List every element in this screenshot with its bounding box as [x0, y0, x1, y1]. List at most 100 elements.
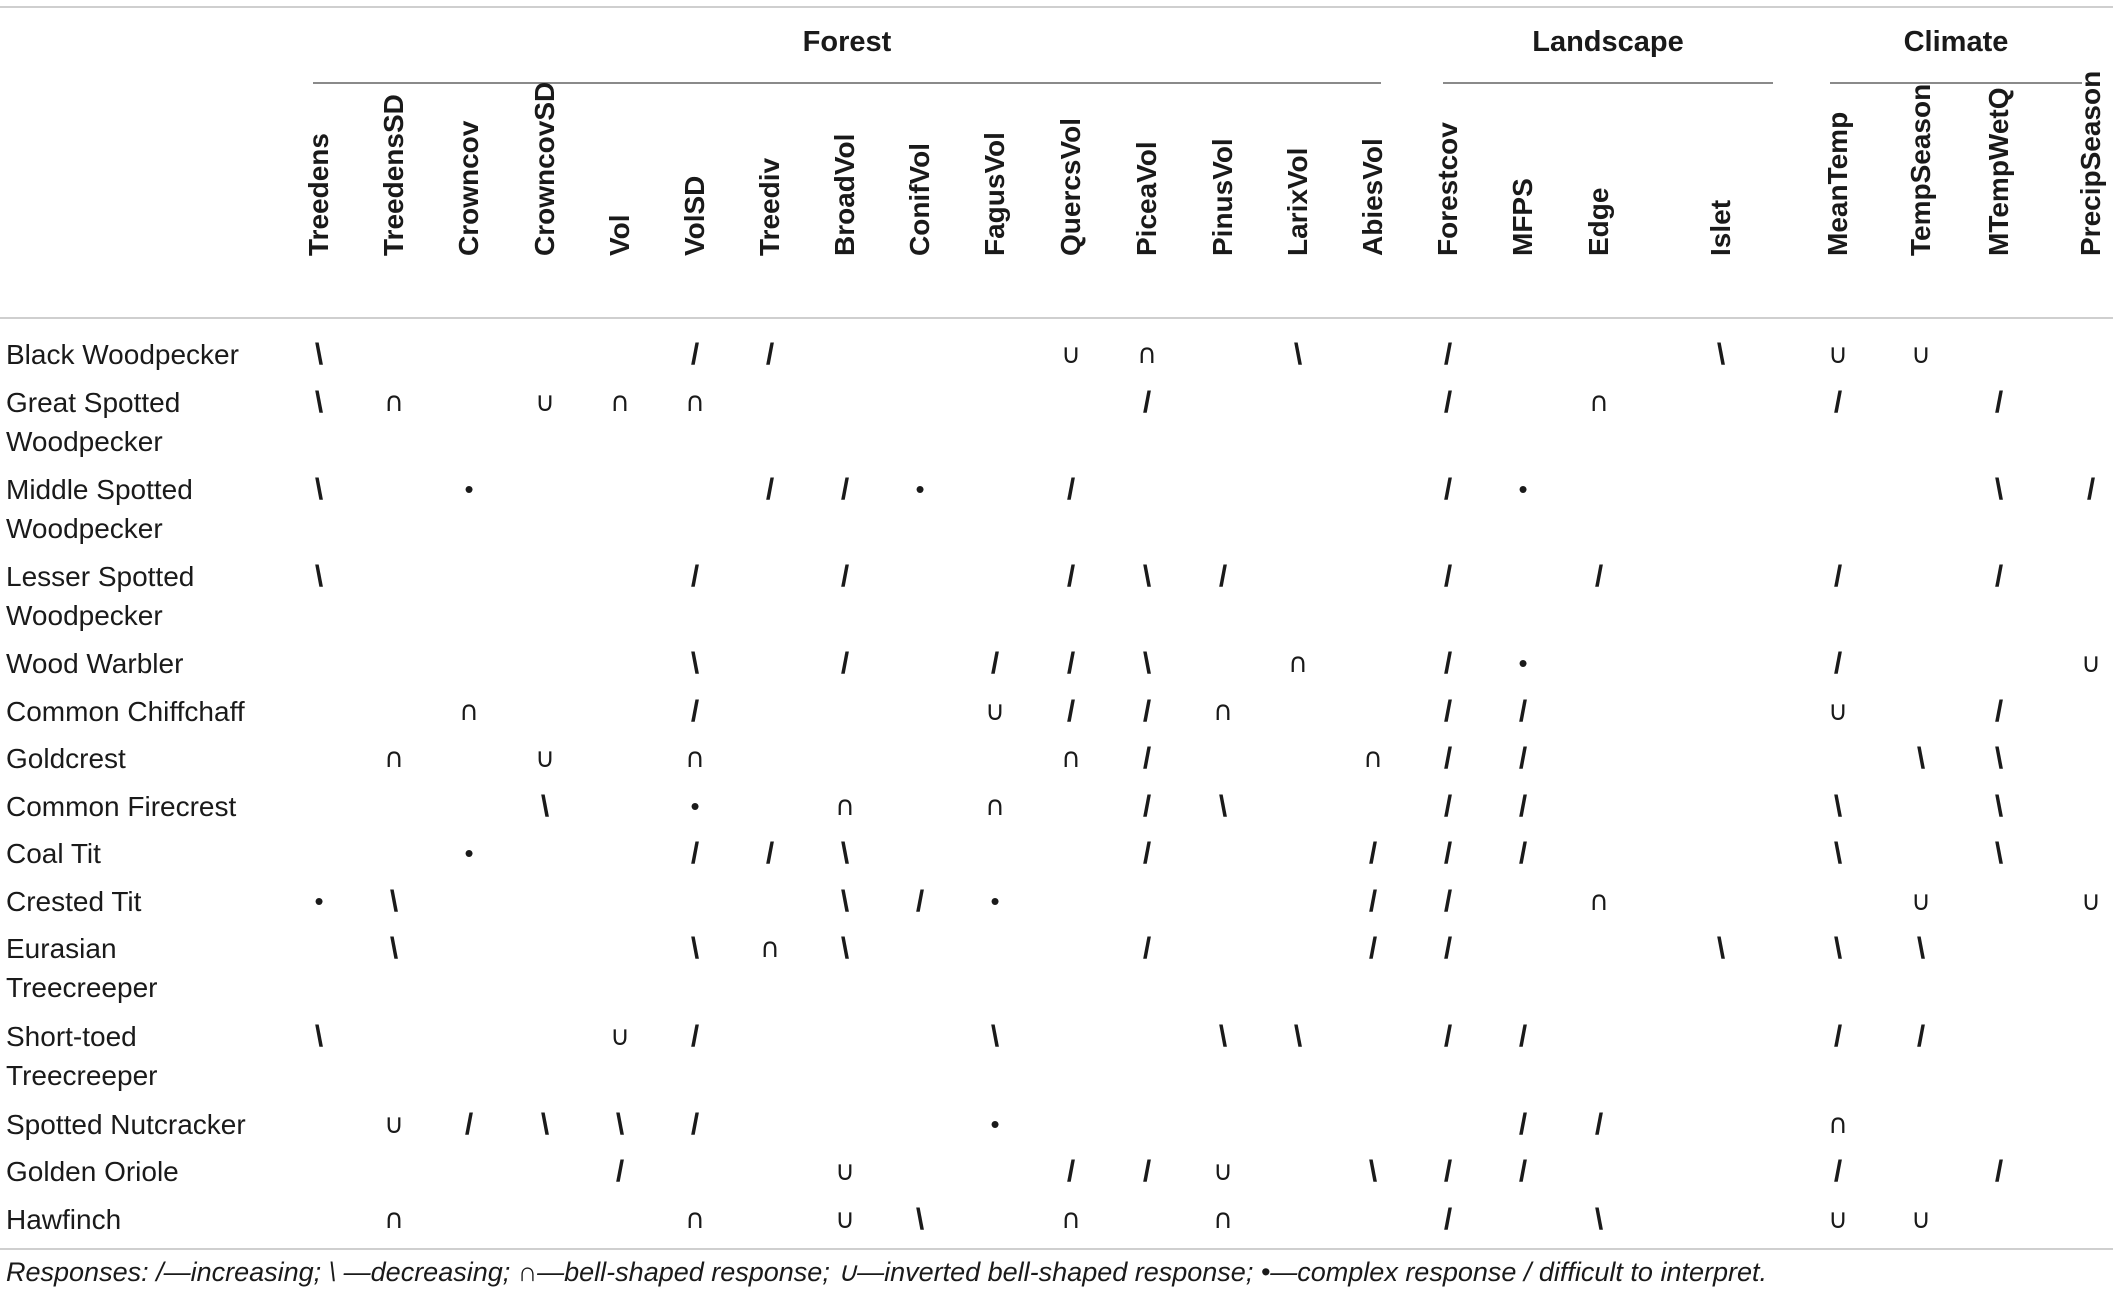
- response-dec-treedens: \: [314, 386, 324, 419]
- response-dec-meantemp: \: [1833, 837, 1843, 870]
- response-inc-edge: /: [1594, 560, 1604, 593]
- species-name: Great Spotted Woodpecker: [6, 383, 296, 461]
- response-inv-tempseason: ∪: [1911, 886, 1931, 917]
- column-header-vol: Vol: [592, 62, 648, 292]
- response-dec-piceavol: \: [1142, 560, 1152, 593]
- response-inv-meantemp: ∪: [1828, 696, 1848, 727]
- response-inc-edge: /: [1594, 1108, 1604, 1141]
- column-header-label: VolSD: [679, 175, 710, 256]
- column-header-forestcov: Forestcov: [1420, 62, 1476, 292]
- column-header-volsd: VolSD: [667, 62, 723, 292]
- bottom-rule: [0, 1248, 2113, 1250]
- column-header-label: Edge: [1583, 187, 1614, 256]
- column-header-larixvol: LarixVol: [1270, 62, 1326, 292]
- response-bell-quercsvol: ∩: [1061, 1204, 1081, 1235]
- response-dec-islet: \: [1716, 338, 1726, 371]
- response-bell-pinusvol: ∩: [1213, 1204, 1233, 1235]
- group-underline-forest: [313, 82, 1381, 84]
- response-bell-larixvol: ∩: [1288, 648, 1308, 679]
- table-footnote: Responses: /—increasing; \ —decreasing; …: [6, 1257, 1767, 1287]
- response-inc-fagusvol: /: [990, 647, 1000, 680]
- response-dec-conifvol: \: [915, 1203, 925, 1236]
- header-rule: [0, 317, 2113, 319]
- species-name: Eurasian Treecreeper: [6, 929, 296, 1007]
- column-header-pinusvol: PinusVol: [1195, 62, 1251, 292]
- response-inv-tempseason: ∪: [1911, 1204, 1931, 1235]
- response-bell-fagusvol: ∩: [985, 791, 1005, 822]
- response-dec-crowncovsd: \: [540, 1108, 550, 1141]
- column-header-precipseason: PrecipSeason: [2063, 62, 2118, 292]
- response-bell-treedenssd: ∩: [384, 743, 404, 774]
- column-header-label: AbiesVol: [1357, 138, 1388, 256]
- response-bell-treediv: ∩: [760, 933, 780, 964]
- column-header-piceavol: PiceaVol: [1119, 62, 1175, 292]
- group-header-forest: Forest: [802, 26, 892, 58]
- response-bell-meantemp: ∩: [1828, 1109, 1848, 1140]
- species-name-line: Lesser Spotted: [6, 561, 195, 592]
- species-name-line: Spotted Nutcracker: [6, 1109, 246, 1140]
- column-header-label: QuercsVol: [1055, 118, 1086, 256]
- response-inc-quercsvol: /: [1066, 695, 1076, 728]
- response-inc-treediv: /: [765, 837, 775, 870]
- response-inc-treediv: /: [765, 338, 775, 371]
- column-header-label: TempSeason: [1905, 83, 1936, 256]
- response-inv-precipseason: ∪: [2081, 648, 2101, 679]
- response-inc-mtempwetq: /: [1994, 386, 2004, 419]
- response-inc-broadvol: /: [840, 560, 850, 593]
- response-bell-volsd: ∩: [685, 387, 705, 418]
- species-name: Common Firecrest: [6, 787, 296, 826]
- response-bell-abiesvol: ∩: [1363, 743, 1383, 774]
- column-header-fagusvol: FagusVol: [967, 62, 1023, 292]
- response-dec-treedens: \: [314, 1020, 324, 1053]
- response-inv-fagusvol: ∪: [985, 696, 1005, 727]
- response-bell-treedenssd: ∩: [384, 387, 404, 418]
- response-complex-conifvol: •: [915, 474, 925, 504]
- response-inc-meantemp: /: [1833, 1020, 1843, 1053]
- response-inc-forestcov: /: [1443, 1155, 1453, 1188]
- response-dec-larixvol: \: [1293, 1020, 1303, 1053]
- column-header-conifvol: ConifVol: [892, 62, 948, 292]
- response-inc-piceavol: /: [1142, 932, 1152, 965]
- species-name: Hawfinch: [6, 1200, 296, 1239]
- response-inv-tempseason: ∪: [1911, 339, 1931, 370]
- column-header-mtempwetq: MTempWetQ: [1971, 62, 2027, 292]
- response-inc-piceavol: /: [1142, 837, 1152, 870]
- response-dec-tempseason: \: [1916, 932, 1926, 965]
- response-inc-piceavol: /: [1142, 790, 1152, 823]
- species-name: Crested Tit: [6, 882, 296, 921]
- response-inv-crowncovsd: ∪: [535, 743, 555, 774]
- column-header-abiesvol: AbiesVol: [1345, 62, 1401, 292]
- group-header-climate: Climate: [1903, 26, 2009, 58]
- response-dec-fagusvol: \: [990, 1020, 1000, 1053]
- response-bell-vol: ∩: [610, 387, 630, 418]
- response-dec-edge: \: [1594, 1203, 1604, 1236]
- response-inc-crowncov: /: [464, 1108, 474, 1141]
- species-name-line: Golden Oriole: [6, 1156, 179, 1187]
- response-inc-tempseason: /: [1916, 1020, 1926, 1053]
- response-bell-broadvol: ∩: [835, 791, 855, 822]
- response-inc-vol: /: [615, 1155, 625, 1188]
- column-header-edge: Edge: [1571, 62, 1627, 292]
- column-header-quercsvol: QuercsVol: [1043, 62, 1099, 292]
- response-bell-edge: ∩: [1589, 387, 1609, 418]
- column-header-label: FagusVol: [979, 132, 1010, 256]
- response-inc-forestcov: /: [1443, 338, 1453, 371]
- column-header-label: CrowncovSD: [529, 81, 560, 256]
- response-inc-mfps: /: [1518, 695, 1528, 728]
- species-name-line: Middle Spotted: [6, 474, 193, 505]
- column-header-label: Islet: [1705, 199, 1736, 256]
- response-dec-broadvol: \: [840, 885, 850, 918]
- species-name-line: Wood Warbler: [6, 648, 184, 679]
- response-inc-forestcov: /: [1443, 1203, 1453, 1236]
- response-inc-volsd: /: [690, 560, 700, 593]
- response-inc-volsd: /: [690, 1020, 700, 1053]
- response-inc-abiesvol: /: [1368, 837, 1378, 870]
- response-inc-mtempwetq: /: [1994, 1155, 2004, 1188]
- species-name: Black Woodpecker: [6, 335, 296, 374]
- column-header-mfps: MFPS: [1495, 62, 1551, 292]
- response-bell-quercsvol: ∩: [1061, 743, 1081, 774]
- column-header-label: ConifVol: [904, 142, 935, 256]
- response-inc-mfps: /: [1518, 1155, 1528, 1188]
- response-inc-quercsvol: /: [1066, 1155, 1076, 1188]
- response-complex-mfps: •: [1518, 648, 1528, 678]
